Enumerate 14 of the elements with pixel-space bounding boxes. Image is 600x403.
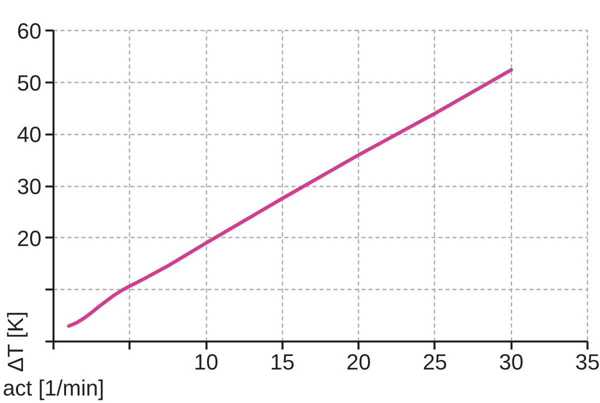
x-axis-title: act [1/min] <box>2 376 104 400</box>
x-tick-label: 30 <box>498 350 524 374</box>
x-tick-label: 20 <box>346 350 371 374</box>
x-tick-label: 10 <box>194 350 218 374</box>
x-tick-label: 25 <box>422 350 448 374</box>
y-tick-label: 20 <box>17 226 42 251</box>
y-tick-label: 50 <box>17 70 42 96</box>
x-tick-label: 15 <box>270 350 295 374</box>
y-tick-label: 30 <box>17 174 42 199</box>
line-series <box>67 68 513 328</box>
x-tick-label: 35 <box>575 350 600 374</box>
y-tick-label: 40 <box>17 122 42 148</box>
y-tick-label: 60 <box>17 18 42 44</box>
y-axis-title: ΔT [K] <box>3 311 28 372</box>
